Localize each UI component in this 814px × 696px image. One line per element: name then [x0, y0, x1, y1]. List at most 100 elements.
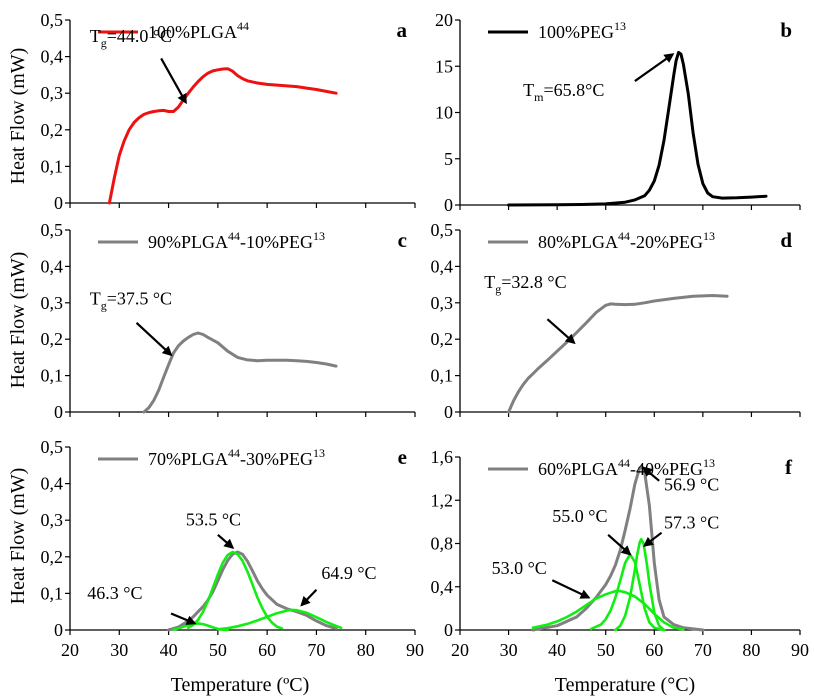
x-axis-title-left: Temperature (ºC): [171, 674, 310, 696]
annotation-label: 53.0 °C: [492, 558, 547, 578]
y-tick-label: 0: [444, 402, 453, 422]
annotation-arrow: [642, 531, 663, 547]
annotation-arrow: [217, 534, 235, 549]
y-tick-label: 20: [435, 10, 453, 30]
x-tick-label: 20: [61, 640, 79, 660]
series-line-d-0: [507, 294, 729, 414]
y-axis-title-top: Heat Flow (mW): [7, 48, 29, 185]
y-tick-label: 0,8: [431, 534, 454, 554]
annotation-arrow: [642, 466, 660, 482]
y-tick-label: 0,1: [41, 156, 64, 176]
y-tick-label: 0,3: [431, 293, 454, 313]
y-tick-label: 0,5: [41, 437, 64, 457]
annotation-arrow: [607, 534, 632, 556]
chart-panel-c: 0 0,1 0,2 0,3 0,4 0,5 90%PLGA44-10%PEG13 c Tg=37…: [41, 220, 416, 422]
annotation-arrow: [634, 53, 675, 82]
annotation-label: 57.3 °C: [664, 512, 719, 532]
annotation-label: 56.9 °C: [664, 475, 719, 495]
annotation-label: Tg=32.8 °C: [484, 272, 566, 296]
annotation-label: 53.5 °C: [186, 510, 241, 530]
x-tick-label: 80: [742, 640, 760, 660]
chart-panel-e: 0 0,1 0,2 0,3 0,4 0,5 20 30 40 50 60 70 80 90 70%PLGA4…: [41, 437, 425, 660]
y-axis-title-middle: Heat Flow (mW): [7, 252, 29, 389]
y-tick-label: 0,5: [41, 220, 64, 240]
y-tick-label: 0: [54, 620, 63, 640]
panel-letter: c: [398, 228, 407, 252]
y-tick-label: 0,1: [41, 583, 64, 603]
y-tick-label: 0,1: [41, 366, 64, 386]
x-tick-label: 50: [597, 640, 615, 660]
y-tick-label: 0,3: [41, 293, 64, 313]
legend-label: 100%PEG13: [538, 19, 626, 42]
y-tick-label: 0,4: [431, 577, 454, 597]
x-tick-label: 30: [110, 640, 128, 660]
y-axis-title-bottom: Heat Flow (mW): [7, 468, 29, 605]
annotation-label: Tg=37.5 °C: [90, 289, 172, 313]
series-line-f-1: [531, 589, 685, 631]
y-tick-label: 0,4: [41, 47, 64, 67]
x-tick-label: 80: [357, 640, 375, 660]
y-tick-label: 10: [435, 103, 453, 123]
annotation-arrow: [160, 57, 187, 105]
x-tick-label: 40: [160, 640, 178, 660]
chart-panel-f: 00,40,81,21,620 30 40 50 60 70 80 9060%PLGA44-4…: [431, 447, 810, 660]
x-tick-label: 60: [258, 640, 276, 660]
panel-letter: a: [397, 18, 408, 42]
series-line-f-2: [589, 553, 666, 632]
annotation-label: Tg=44.0 °C: [90, 26, 172, 50]
series-line-a-0: [107, 67, 338, 205]
chart-panel-b: 0 5 10 15 20 100%PEG13 b Tm=65.8°C: [435, 10, 801, 215]
y-tick-label: 0,5: [41, 10, 64, 30]
chart-panel-d: 0 0,1 0,2 0,3 0,4 0,5 80%PLGA44-20%PEG13 d Tg=32…: [431, 220, 801, 422]
y-tick-label: 0: [54, 193, 63, 213]
annotation-label: 46.3 °C: [87, 583, 142, 603]
y-tick-label: 0,2: [41, 329, 64, 349]
annotation-label: Tm=65.8°C: [523, 80, 604, 104]
y-tick-label: 0,4: [41, 256, 64, 276]
x-axis-title-right: Temperature (°C): [555, 674, 695, 696]
y-tick-label: 1,2: [431, 490, 454, 510]
y-tick-label: 0,2: [41, 547, 64, 567]
y-tick-label: 0,2: [431, 329, 454, 349]
y-tick-label: 0,3: [41, 83, 64, 103]
x-tick-label: 70: [307, 640, 325, 660]
annotation-arrow: [300, 588, 318, 607]
x-tick-label: 50: [209, 640, 227, 660]
panel-letter: e: [398, 445, 407, 469]
y-tick-label: 15: [435, 56, 453, 76]
y-tick-label: 0: [54, 402, 63, 422]
y-tick-label: 0,2: [41, 120, 64, 140]
y-tick-label: 5: [444, 149, 453, 169]
y-tick-label: 0: [444, 195, 453, 215]
y-tick-label: 0,5: [431, 220, 454, 240]
annotation-arrow: [551, 579, 591, 599]
x-tick-label: 30: [500, 640, 518, 660]
x-tick-label: 40: [548, 640, 566, 660]
series-line-e-2: [187, 550, 284, 630]
annotation-arrow: [170, 612, 197, 625]
y-tick-label: 1,6: [431, 447, 454, 467]
annotation-arrow: [135, 322, 173, 357]
legend-label: 70%PLGA44-30%PEG13: [148, 446, 325, 469]
x-tick-label: 20: [451, 640, 469, 660]
annotation-label: 55.0 °C: [552, 506, 607, 526]
panel-letter: d: [780, 228, 792, 252]
x-tick-label: 90: [406, 640, 424, 660]
series-line-e-3: [216, 608, 343, 631]
annotation-label: 64.9 °C: [321, 563, 376, 583]
legend-label: 80%PLGA44-20%PEG13: [538, 229, 715, 252]
y-tick-label: 0: [444, 620, 453, 640]
series-line-f-3: [614, 537, 666, 632]
y-tick-label: 0,4: [41, 474, 64, 494]
panel-letter: f: [785, 455, 793, 479]
legend-label: 90%PLGA44-10%PEG13: [148, 229, 325, 252]
x-tick-label: 90: [791, 640, 809, 660]
x-tick-label: 60: [645, 640, 663, 660]
legend-label: 100%PLGA44: [148, 19, 249, 42]
series-line-b-0: [507, 50, 768, 207]
series-line-c-0: [142, 331, 338, 414]
y-tick-label: 0,3: [41, 510, 64, 530]
y-tick-label: 0,1: [431, 366, 454, 386]
y-tick-label: 0,4: [431, 256, 454, 276]
